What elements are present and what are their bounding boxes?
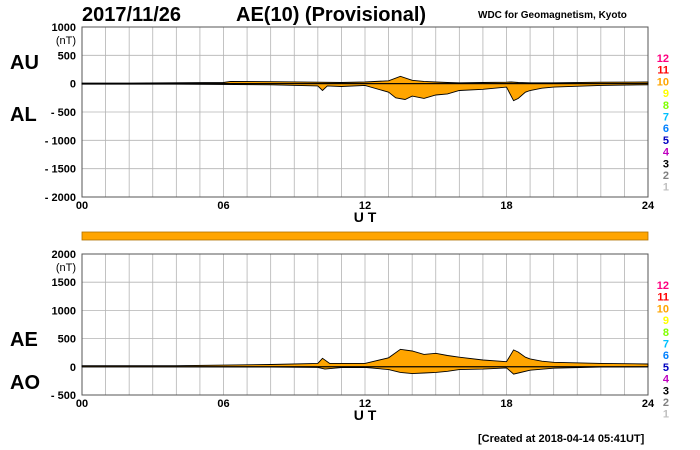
- station-legend-label: 11: [657, 65, 669, 77]
- y-tick-label: 500: [58, 334, 76, 346]
- y-tick-label: - 500: [51, 107, 76, 119]
- station-legend-label: 5: [663, 362, 669, 374]
- plot-frame: [81, 253, 649, 396]
- station-legend-label: 9: [663, 88, 669, 100]
- y-tick-label: 0: [70, 362, 76, 374]
- y-unit-label: (nT): [56, 262, 76, 274]
- al-label: AL: [10, 104, 37, 126]
- y-tick-label: 500: [58, 50, 76, 62]
- series-al-area: [81, 83, 649, 102]
- x-tick-label: 12: [359, 200, 371, 212]
- series-ae-area: [81, 348, 649, 368]
- x-tick-label: 06: [217, 200, 229, 212]
- x-axis-label: U T: [354, 407, 377, 423]
- y-tick-label: 2000: [52, 249, 76, 261]
- station-legend-label: 4: [663, 374, 670, 386]
- chart-date: 2017/11/26: [82, 4, 181, 26]
- station-legend-label: 1: [663, 182, 669, 194]
- station-legend-label: 3: [663, 385, 669, 397]
- station-coverage-bar: [81, 231, 649, 241]
- station-legend-label: 7: [663, 339, 669, 351]
- x-tick-label: 00: [76, 398, 88, 410]
- station-legend-label: 2: [663, 170, 669, 182]
- station-legend-label: 4: [663, 147, 670, 159]
- station-legend-label: 8: [663, 327, 669, 339]
- station-legend-label: 7: [663, 112, 669, 124]
- station-legend-label: 12: [657, 280, 669, 292]
- station-legend-label: 1: [663, 409, 669, 421]
- station-legend-label: 6: [663, 350, 669, 362]
- x-tick-label: 06: [217, 398, 229, 410]
- au-label: AU: [10, 52, 39, 74]
- station-legend-label: 10: [657, 303, 669, 315]
- x-tick-label: 12: [359, 398, 371, 410]
- station-legend-label: 12: [657, 53, 669, 65]
- ao-label: AO: [10, 372, 40, 394]
- chart-title: AE(10) (Provisional): [236, 4, 427, 26]
- x-tick-label: 18: [500, 200, 512, 212]
- ae-label: AE: [10, 329, 38, 351]
- y-tick-label: - 2000: [45, 192, 76, 204]
- station-legend-label: 3: [663, 158, 669, 170]
- x-tick-label: 00: [76, 200, 88, 212]
- station-legend-label: 11: [657, 292, 669, 304]
- station-legend-label: 5: [663, 135, 669, 147]
- y-unit-label: (nT): [56, 35, 76, 47]
- y-tick-label: - 1500: [45, 164, 76, 176]
- x-tick-label: 24: [642, 200, 655, 212]
- x-tick-label: 18: [500, 398, 512, 410]
- y-tick-label: - 1000: [45, 135, 76, 147]
- series-ao-area: [82, 366, 649, 375]
- series-au-area: [81, 75, 649, 85]
- y-tick-label: 1000: [52, 305, 76, 317]
- x-tick-label: 24: [642, 398, 655, 410]
- y-tick-label: 1500: [52, 277, 76, 289]
- station-legend-label: 8: [663, 100, 669, 112]
- x-axis-label: U T: [354, 209, 377, 225]
- station-legend-label: 2: [663, 397, 669, 409]
- y-tick-label: 1000: [52, 22, 76, 34]
- station-legend-label: 9: [663, 315, 669, 327]
- station-legend-label: 10: [657, 76, 669, 88]
- plot-frame: [81, 26, 649, 198]
- y-tick-label: 0: [70, 79, 76, 91]
- station-legend-label: 6: [663, 123, 669, 135]
- y-tick-label: - 500: [51, 390, 76, 402]
- data-source: WDC for Geomagnetism, Kyoto: [478, 10, 627, 21]
- created-timestamp: [Created at 2018-04-14 05:41UT]: [478, 433, 645, 445]
